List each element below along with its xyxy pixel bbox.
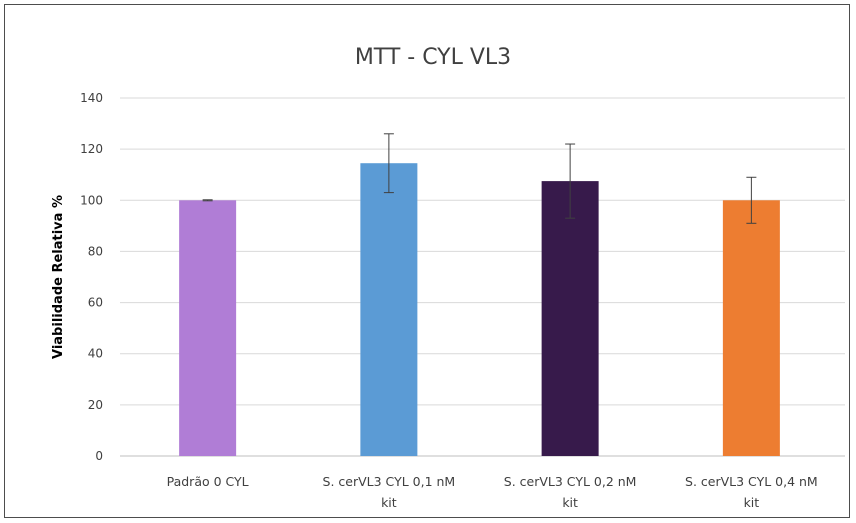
y-tick-label: 60 bbox=[88, 296, 103, 310]
error-bars bbox=[202, 133, 757, 224]
y-tick-label: 0 bbox=[95, 449, 103, 463]
x-category-label: Padrão 0 CYL bbox=[167, 474, 249, 489]
x-category-label: S. cerVL3 CYL 0,4 nM kit bbox=[685, 474, 818, 510]
error-bar bbox=[746, 176, 757, 224]
y-axis-label: Viabilidade Relativa % bbox=[51, 195, 66, 359]
error-bar bbox=[202, 199, 213, 202]
x-category-label: S. cerVL3 CYL 0,2 nM kit bbox=[504, 474, 637, 510]
error-bar bbox=[383, 133, 394, 194]
y-tick-label: 20 bbox=[88, 398, 103, 412]
y-tick-label: 140 bbox=[80, 91, 103, 105]
bar bbox=[360, 163, 418, 456]
y-tick-label: 40 bbox=[88, 347, 103, 361]
bars bbox=[179, 163, 780, 456]
error-bar bbox=[565, 143, 576, 219]
chart-frame bbox=[4, 4, 850, 518]
y-tick-label: 80 bbox=[88, 244, 103, 258]
y-axis-ticks: 0 20 40 60 80 100 120 140 bbox=[80, 91, 103, 463]
x-category-label: S. cerVL3 CYL 0,1 nM kit bbox=[323, 474, 456, 510]
bar bbox=[179, 200, 237, 456]
chart-title: MTT - CYL VL3 bbox=[355, 45, 511, 70]
x-axis-labels: Padrão 0 CYL S. cerVL3 CYL 0,1 nM kit S. ce… bbox=[167, 474, 818, 510]
bar bbox=[722, 200, 780, 456]
bar bbox=[541, 181, 599, 456]
y-tick-label: 120 bbox=[80, 142, 103, 156]
y-tick-label: 100 bbox=[80, 193, 103, 207]
